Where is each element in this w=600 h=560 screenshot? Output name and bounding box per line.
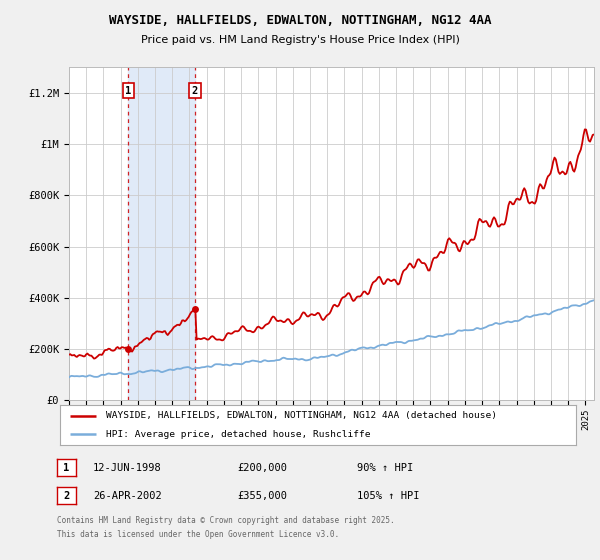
Text: 2: 2	[192, 86, 198, 96]
Text: 90% ↑ HPI: 90% ↑ HPI	[357, 463, 413, 473]
Text: 1: 1	[125, 86, 131, 96]
Text: Contains HM Land Registry data © Crown copyright and database right 2025.: Contains HM Land Registry data © Crown c…	[57, 516, 395, 525]
Text: 2: 2	[64, 491, 70, 501]
Text: 1: 1	[64, 463, 70, 473]
Text: HPI: Average price, detached house, Rushcliffe: HPI: Average price, detached house, Rush…	[106, 430, 371, 439]
Text: This data is licensed under the Open Government Licence v3.0.: This data is licensed under the Open Gov…	[57, 530, 339, 539]
Text: £200,000: £200,000	[237, 463, 287, 473]
Text: 105% ↑ HPI: 105% ↑ HPI	[357, 491, 419, 501]
Bar	[128, 67, 195, 400]
Text: WAYSIDE, HALLFIELDS, EDWALTON, NOTTINGHAM, NG12 4AA (detached house): WAYSIDE, HALLFIELDS, EDWALTON, NOTTINGHA…	[106, 411, 497, 420]
Text: Price paid vs. HM Land Registry's House Price Index (HPI): Price paid vs. HM Land Registry's House …	[140, 35, 460, 45]
Text: 26-APR-2002: 26-APR-2002	[93, 491, 162, 501]
Text: 12-JUN-1998: 12-JUN-1998	[93, 463, 162, 473]
Text: £355,000: £355,000	[237, 491, 287, 501]
Text: WAYSIDE, HALLFIELDS, EDWALTON, NOTTINGHAM, NG12 4AA: WAYSIDE, HALLFIELDS, EDWALTON, NOTTINGHA…	[109, 14, 491, 27]
